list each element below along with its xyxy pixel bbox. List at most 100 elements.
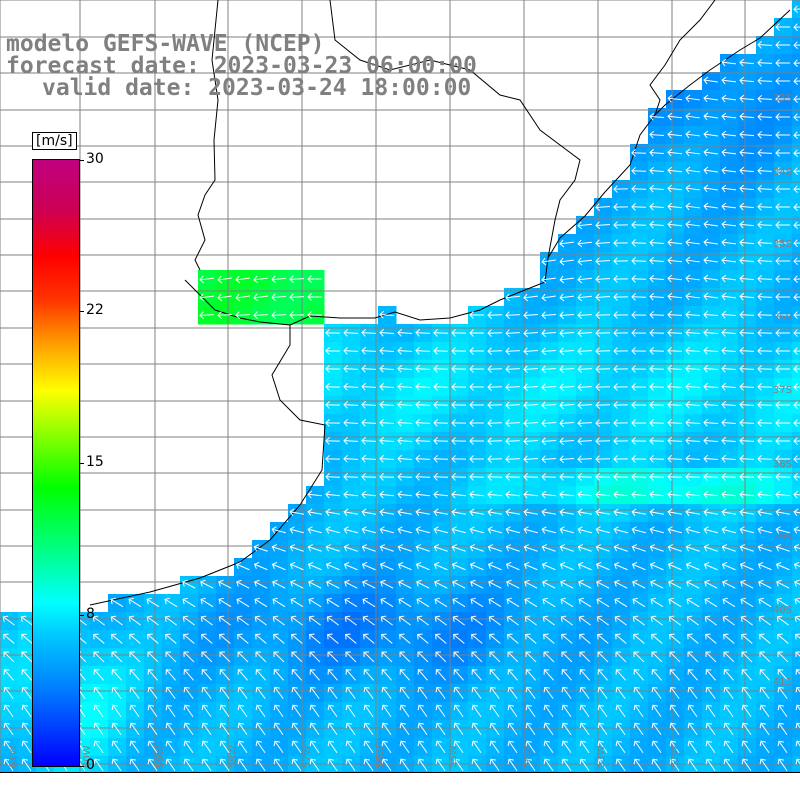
wind-arrow xyxy=(595,347,611,355)
wind-arrow xyxy=(525,686,536,699)
wind-arrow xyxy=(668,597,682,608)
wind-arrow xyxy=(236,615,249,626)
wind-arrow xyxy=(469,508,484,517)
wind-arrow xyxy=(237,722,248,736)
wind-arrow xyxy=(363,722,374,736)
wind-arrow xyxy=(289,561,304,571)
coastline-path xyxy=(89,9,791,606)
latitude-labels: 33S 34S 35S 36S 37S 38S 39S 40S 41S xyxy=(773,93,792,688)
wind-arrow xyxy=(775,167,791,175)
wind-arrow xyxy=(649,365,665,373)
wind-arrow xyxy=(417,758,428,772)
wind-arrow xyxy=(775,239,791,247)
wind-arrow xyxy=(255,686,266,699)
wind-arrow xyxy=(542,615,555,626)
wind-arrow xyxy=(721,94,737,103)
wind-arrow xyxy=(345,633,357,644)
wind-arrow xyxy=(489,704,500,718)
wind-arrow xyxy=(543,669,554,681)
wind-speed-cell xyxy=(792,684,800,703)
wind-arrow xyxy=(525,704,536,718)
wind-arrow xyxy=(633,740,644,754)
wind-arrow xyxy=(470,615,483,626)
wind-arrow xyxy=(669,633,681,644)
wind-arrow xyxy=(759,651,771,663)
wind-arrow xyxy=(651,740,662,754)
wind-arrow xyxy=(703,130,719,139)
wind-arrow xyxy=(739,310,755,319)
wind-arrow xyxy=(523,401,539,410)
wind-speed-cell xyxy=(792,738,800,757)
wind-arrow xyxy=(595,203,611,212)
wind-arrow xyxy=(595,293,611,302)
wind-arrow xyxy=(379,328,395,337)
wind-arrow xyxy=(775,365,791,373)
wind-arrow xyxy=(433,508,448,517)
wind-arrow xyxy=(433,346,449,355)
wind-arrow xyxy=(199,275,215,284)
wind-arrow xyxy=(687,740,698,754)
wind-arrow xyxy=(793,221,800,230)
wind-arrow xyxy=(380,579,394,589)
wind-arrow xyxy=(381,686,392,699)
wind-arrow xyxy=(253,293,269,302)
wind-arrow xyxy=(722,615,735,626)
wind-arrow xyxy=(615,651,627,663)
wind-arrow xyxy=(777,669,788,681)
wind-arrow xyxy=(739,346,755,355)
wind-arrow xyxy=(793,347,800,355)
wind-arrow xyxy=(182,615,195,626)
wind-arrow xyxy=(291,722,302,736)
wind-arrow xyxy=(685,490,701,499)
wind-arrow xyxy=(759,686,770,699)
wind-speed-cell xyxy=(792,702,800,721)
wind-arrow xyxy=(775,293,791,301)
wind-arrow xyxy=(93,704,104,718)
wind-arrow xyxy=(703,310,719,319)
wind-arrow xyxy=(595,311,611,319)
wind-arrow xyxy=(489,740,500,754)
wind-arrow xyxy=(399,722,410,736)
wind-arrow xyxy=(723,686,734,699)
wind-arrow xyxy=(111,651,123,663)
wind-arrow xyxy=(649,419,665,427)
wind-arrow xyxy=(776,597,790,608)
wind-arrow xyxy=(524,615,537,626)
wind-arrow xyxy=(363,758,374,772)
wind-arrow xyxy=(739,508,754,517)
wind-arrow xyxy=(704,597,718,608)
wind-arrow xyxy=(451,508,466,517)
wind-arrow xyxy=(633,704,644,718)
wind-arrow xyxy=(415,473,431,481)
wind-arrow xyxy=(487,473,503,481)
wind-arrow xyxy=(597,633,609,644)
wind-arrow xyxy=(597,669,608,681)
wind-arrow xyxy=(685,130,701,139)
wind-arrow xyxy=(326,597,340,608)
wind-arrow xyxy=(523,311,539,320)
wind-arrow xyxy=(577,561,592,571)
wind-arrow xyxy=(505,401,521,410)
wind-arrow xyxy=(541,561,556,571)
wind-arrow xyxy=(541,455,557,464)
wind-arrow xyxy=(631,167,647,175)
wind-arrow xyxy=(739,400,755,409)
wind-arrow xyxy=(165,633,177,644)
wind-arrow xyxy=(775,437,791,445)
wind-arrow xyxy=(561,669,572,681)
wind-arrow xyxy=(327,758,338,772)
wind-arrow xyxy=(757,473,773,481)
wind-arrow xyxy=(775,185,791,193)
wind-arrow xyxy=(363,633,375,644)
wind-arrow xyxy=(541,257,557,266)
wind-arrow xyxy=(687,686,698,699)
wind-arrow xyxy=(631,365,647,373)
wind-arrow xyxy=(111,633,123,644)
wind-arrow xyxy=(235,275,251,284)
wind-arrow xyxy=(415,364,431,373)
wind-arrow xyxy=(703,238,719,247)
wind-arrow xyxy=(577,473,593,481)
wind-arrow xyxy=(217,311,233,320)
wind-arrow xyxy=(129,722,140,736)
wind-arrow xyxy=(649,473,665,481)
